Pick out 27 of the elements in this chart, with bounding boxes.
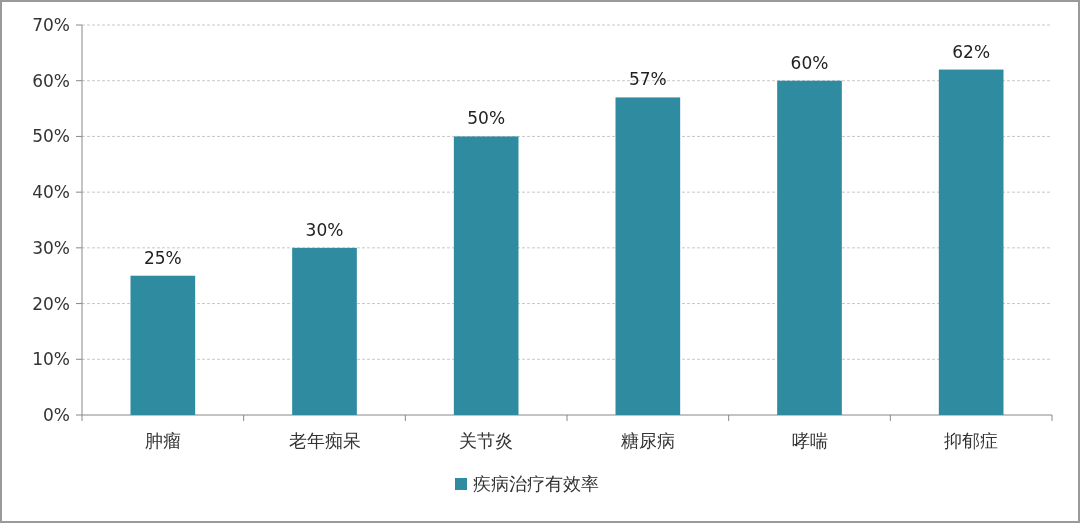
x-tick-label: 抑郁症	[944, 430, 999, 451]
y-tick-label: 50%	[32, 126, 70, 147]
bar	[938, 69, 1004, 415]
data-label: 30%	[305, 219, 344, 240]
x-tick-label: 肿瘤	[144, 430, 181, 451]
y-tick-label: 20%	[32, 293, 70, 314]
data-label: 57%	[628, 69, 667, 90]
y-tick-label: 60%	[32, 70, 70, 91]
data-label: 25%	[143, 247, 182, 268]
x-tick-label: 糖尿病	[620, 430, 675, 451]
x-tick-label: 关节炎	[459, 430, 514, 451]
bar	[453, 136, 519, 415]
data-label: 60%	[790, 52, 829, 73]
x-tick-label: 哮喘	[791, 430, 828, 451]
bar	[130, 275, 196, 415]
data-label: 62%	[952, 41, 991, 62]
y-tick-label: 70%	[32, 15, 70, 35]
data-label: 50%	[467, 108, 506, 129]
bar	[292, 247, 357, 415]
bar	[615, 97, 681, 415]
legend-label: 疾病治疗有效率	[473, 473, 599, 494]
y-tick-label: 30%	[32, 237, 70, 258]
x-tick-label: 老年痴呆	[288, 430, 361, 451]
y-tick-label: 40%	[32, 182, 70, 203]
y-tick-label: 10%	[32, 349, 70, 370]
y-tick-label: 0%	[43, 405, 70, 425]
bar	[777, 80, 842, 415]
